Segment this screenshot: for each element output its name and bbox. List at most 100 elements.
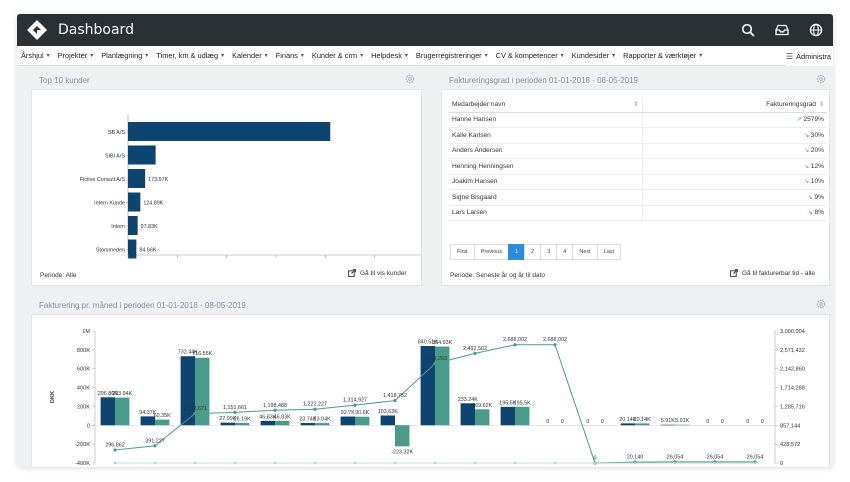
menu-item-projekter[interactable]: Projekter ▾: [54, 46, 98, 66]
bar[interactable]: [475, 409, 490, 426]
line-point[interactable]: [313, 407, 317, 411]
bar[interactable]: [635, 423, 650, 426]
pager-3-button[interactable]: 3: [540, 244, 558, 260]
bar[interactable]: [195, 357, 210, 426]
menu-item-aarshjul[interactable]: Årshjul ▾: [17, 46, 54, 66]
bar[interactable]: [128, 239, 137, 259]
bar[interactable]: [660, 424, 675, 426]
line-point[interactable]: [273, 461, 277, 465]
line-point[interactable]: [673, 461, 677, 465]
line-point[interactable]: [313, 461, 317, 465]
pager-first-button[interactable]: First: [450, 244, 475, 260]
bar[interactable]: [128, 216, 138, 235]
bar[interactable]: [128, 192, 141, 212]
pager-last-button[interactable]: Last: [596, 244, 622, 260]
line-point[interactable]: [433, 361, 437, 366]
line-point[interactable]: [713, 461, 717, 465]
bar[interactable]: [675, 424, 690, 426]
line-point[interactable]: [633, 461, 637, 465]
bar[interactable]: [220, 422, 235, 426]
bar[interactable]: [435, 346, 450, 426]
line-point[interactable]: [233, 410, 237, 414]
fakt-settings-gear-icon[interactable]: [816, 74, 826, 84]
bar[interactable]: [355, 416, 370, 426]
bar[interactable]: [515, 406, 530, 426]
line-point[interactable]: [473, 351, 477, 355]
line-point[interactable]: [113, 461, 117, 465]
table-row[interactable]: Henning Henningsen ↘ 12%: [449, 158, 827, 175]
line-point[interactable]: [233, 461, 237, 465]
monthly-settings-gear-icon[interactable]: [816, 299, 826, 309]
bar[interactable]: [180, 356, 195, 426]
bar[interactable]: [315, 423, 330, 426]
bar[interactable]: [100, 397, 115, 426]
menu-item-cv[interactable]: CV & kompetencer ▾: [492, 46, 568, 66]
bar[interactable]: [420, 346, 435, 426]
pager-next-button[interactable]: Next: [572, 244, 598, 260]
line-point[interactable]: [513, 461, 517, 465]
table-row[interactable]: Joakim Hansen ↘ 10%: [449, 174, 827, 190]
menu-item-rapporter[interactable]: Rapporter & værktøjer ▾: [619, 46, 706, 66]
line-point[interactable]: [553, 343, 557, 347]
table-row[interactable]: Hanne Hansen ↗ 2579%: [449, 112, 827, 128]
pager-previous-button[interactable]: Previous: [473, 244, 510, 260]
line-point[interactable]: [513, 343, 517, 347]
line-point[interactable]: [353, 461, 357, 465]
line-point[interactable]: [553, 461, 557, 465]
pager-1-button[interactable]: 1: [508, 244, 526, 260]
search-button[interactable]: [731, 14, 765, 46]
menu-item-kundesider[interactable]: Kundesider ▾: [568, 46, 619, 66]
menu-item-helpdesk[interactable]: Helpdesk ▾: [367, 46, 412, 66]
line-point[interactable]: [193, 461, 197, 465]
bar[interactable]: [275, 420, 290, 426]
line-point[interactable]: [353, 403, 357, 407]
bar[interactable]: [155, 419, 170, 426]
bar[interactable]: [260, 420, 275, 426]
line-point[interactable]: [113, 448, 117, 452]
bar[interactable]: [380, 415, 395, 426]
top10-link[interactable]: Gå til vis kunder: [348, 269, 407, 277]
bar[interactable]: [395, 425, 410, 447]
top10-settings-gear-icon[interactable]: [405, 74, 415, 84]
col-header-name[interactable]: Medarbejder navn ⇕: [449, 97, 642, 113]
line-point[interactable]: [593, 461, 597, 465]
bar[interactable]: [300, 423, 315, 426]
menu-item-kunder[interactable]: Kunder & crm ▾: [308, 46, 367, 66]
table-row[interactable]: Signe Bisgaard ↘ 9%: [449, 189, 827, 206]
line-point[interactable]: [273, 408, 277, 412]
inbox-button[interactable]: [765, 14, 799, 46]
menu-item-kalender[interactable]: Kalender ▾: [228, 46, 272, 66]
bar[interactable]: [620, 423, 635, 426]
menu-item-administration[interactable]: ☰ Administra: [785, 46, 833, 66]
line-point[interactable]: [433, 461, 437, 465]
menu-item-timer[interactable]: Timer, km & udlæg ▾: [152, 46, 228, 66]
bar[interactable]: [128, 122, 331, 141]
line-point[interactable]: [393, 398, 397, 403]
fakt-link[interactable]: Gå til fakturerbar tid - alle: [730, 269, 815, 277]
bar[interactable]: [140, 416, 155, 426]
pager-2-button[interactable]: 2: [524, 244, 542, 260]
col-header-pct[interactable]: Faktureringsgrad ⇕: [641, 97, 827, 113]
menu-item-brugerregistreringer[interactable]: Brugerregistreringer ▾: [412, 46, 492, 66]
line-point[interactable]: [473, 461, 477, 465]
bar[interactable]: [115, 397, 130, 426]
line-point[interactable]: [193, 411, 197, 416]
line-point[interactable]: [753, 461, 757, 465]
bar[interactable]: [460, 403, 475, 426]
line-point[interactable]: [153, 444, 157, 448]
language-button[interactable]: [799, 14, 833, 46]
line-point[interactable]: [393, 461, 397, 465]
menu-item-finans[interactable]: Finans ▾: [272, 46, 308, 66]
table-row[interactable]: Anders Andersen ↘ 20%: [449, 143, 827, 159]
line-point[interactable]: [153, 461, 157, 465]
bar[interactable]: [340, 416, 355, 426]
bar[interactable]: [235, 422, 250, 426]
table-row[interactable]: Lars Larsen ↘ 8%: [449, 205, 827, 221]
table-row[interactable]: Kalle Karlsen ↘ 30%: [449, 127, 827, 144]
bar[interactable]: [500, 406, 515, 426]
pager-4-button[interactable]: 4: [556, 244, 574, 260]
app-logo-icon[interactable]: [26, 19, 48, 41]
bar[interactable]: [128, 145, 156, 165]
menu-item-planlaegning[interactable]: Planlægning ▾: [97, 46, 152, 66]
bar[interactable]: [128, 169, 146, 188]
